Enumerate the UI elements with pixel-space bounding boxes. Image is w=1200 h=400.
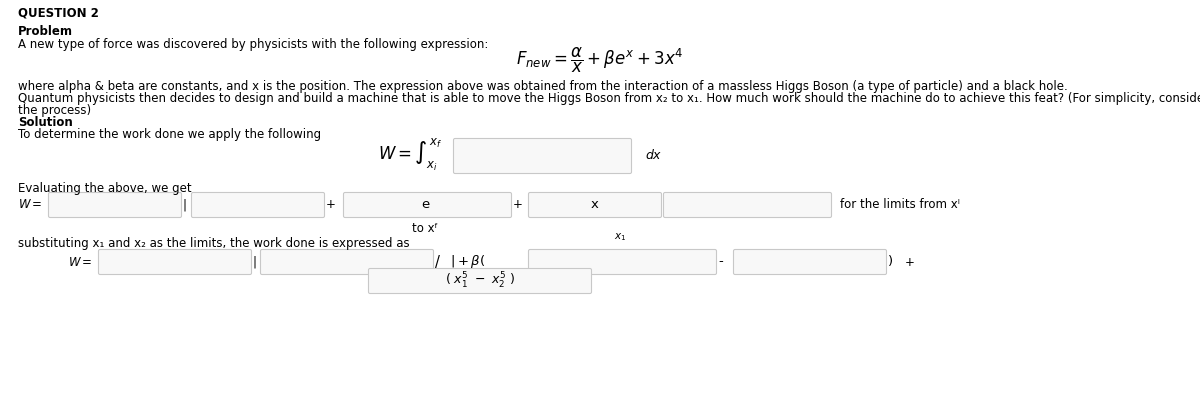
Text: $x_1$: $x_1$	[614, 231, 626, 243]
FancyBboxPatch shape	[48, 192, 181, 218]
Text: To determine the work done we apply the following: To determine the work done we apply the …	[18, 128, 322, 141]
FancyBboxPatch shape	[368, 268, 592, 294]
FancyBboxPatch shape	[260, 250, 433, 274]
Text: where alpha & beta are constants, and x is the position. The expression above wa: where alpha & beta are constants, and x …	[18, 80, 1068, 93]
Text: substituting x₁ and x₂ as the limits, the work done is expressed as: substituting x₁ and x₂ as the limits, th…	[18, 237, 409, 250]
Text: $W = $: $W = $	[18, 198, 42, 212]
Text: +: +	[326, 198, 336, 212]
Text: $F_{new} = \dfrac{\alpha}{x} + \beta e^{x} + 3x^{4}$: $F_{new} = \dfrac{\alpha}{x} + \beta e^{…	[516, 45, 684, 75]
Text: $dx$: $dx$	[646, 148, 662, 162]
FancyBboxPatch shape	[343, 192, 511, 218]
Text: $| + \beta($: $| + \beta($	[450, 254, 485, 270]
Text: to xᶠ: to xᶠ	[412, 222, 438, 235]
Text: $W = \int_{x_i}^{x_f}$: $W = \int_{x_i}^{x_f}$	[378, 137, 442, 173]
FancyBboxPatch shape	[454, 138, 631, 174]
Text: |: |	[182, 198, 187, 212]
FancyBboxPatch shape	[98, 250, 252, 274]
FancyBboxPatch shape	[528, 250, 716, 274]
Text: +: +	[905, 256, 914, 268]
Text: e: e	[421, 198, 430, 212]
FancyBboxPatch shape	[528, 192, 661, 218]
FancyBboxPatch shape	[664, 192, 832, 218]
Text: A new type of force was discovered by physicists with the following expression:: A new type of force was discovered by ph…	[18, 38, 488, 51]
Text: $W = $: $W = $	[68, 256, 92, 268]
Text: $( \ x_1^5 \ - \ x_2^5 \ )$: $( \ x_1^5 \ - \ x_2^5 \ )$	[445, 271, 515, 291]
FancyBboxPatch shape	[733, 250, 887, 274]
Text: Problem: Problem	[18, 25, 73, 38]
Text: +: +	[514, 198, 523, 212]
Text: for the limits from xᴵ: for the limits from xᴵ	[840, 198, 960, 212]
Text: Quantum physicists then decides to design and build a machine that is able to mo: Quantum physicists then decides to desig…	[18, 92, 1200, 105]
Text: the process): the process)	[18, 104, 91, 117]
Text: /: /	[436, 254, 440, 270]
Text: QUESTION 2: QUESTION 2	[18, 7, 98, 20]
Text: Evaluating the above, we get: Evaluating the above, we get	[18, 182, 192, 195]
Text: Solution: Solution	[18, 116, 73, 129]
Text: |: |	[252, 256, 256, 268]
Text: ): )	[888, 256, 893, 268]
FancyBboxPatch shape	[192, 192, 324, 218]
Text: -: -	[718, 256, 722, 268]
Text: x: x	[592, 198, 599, 212]
